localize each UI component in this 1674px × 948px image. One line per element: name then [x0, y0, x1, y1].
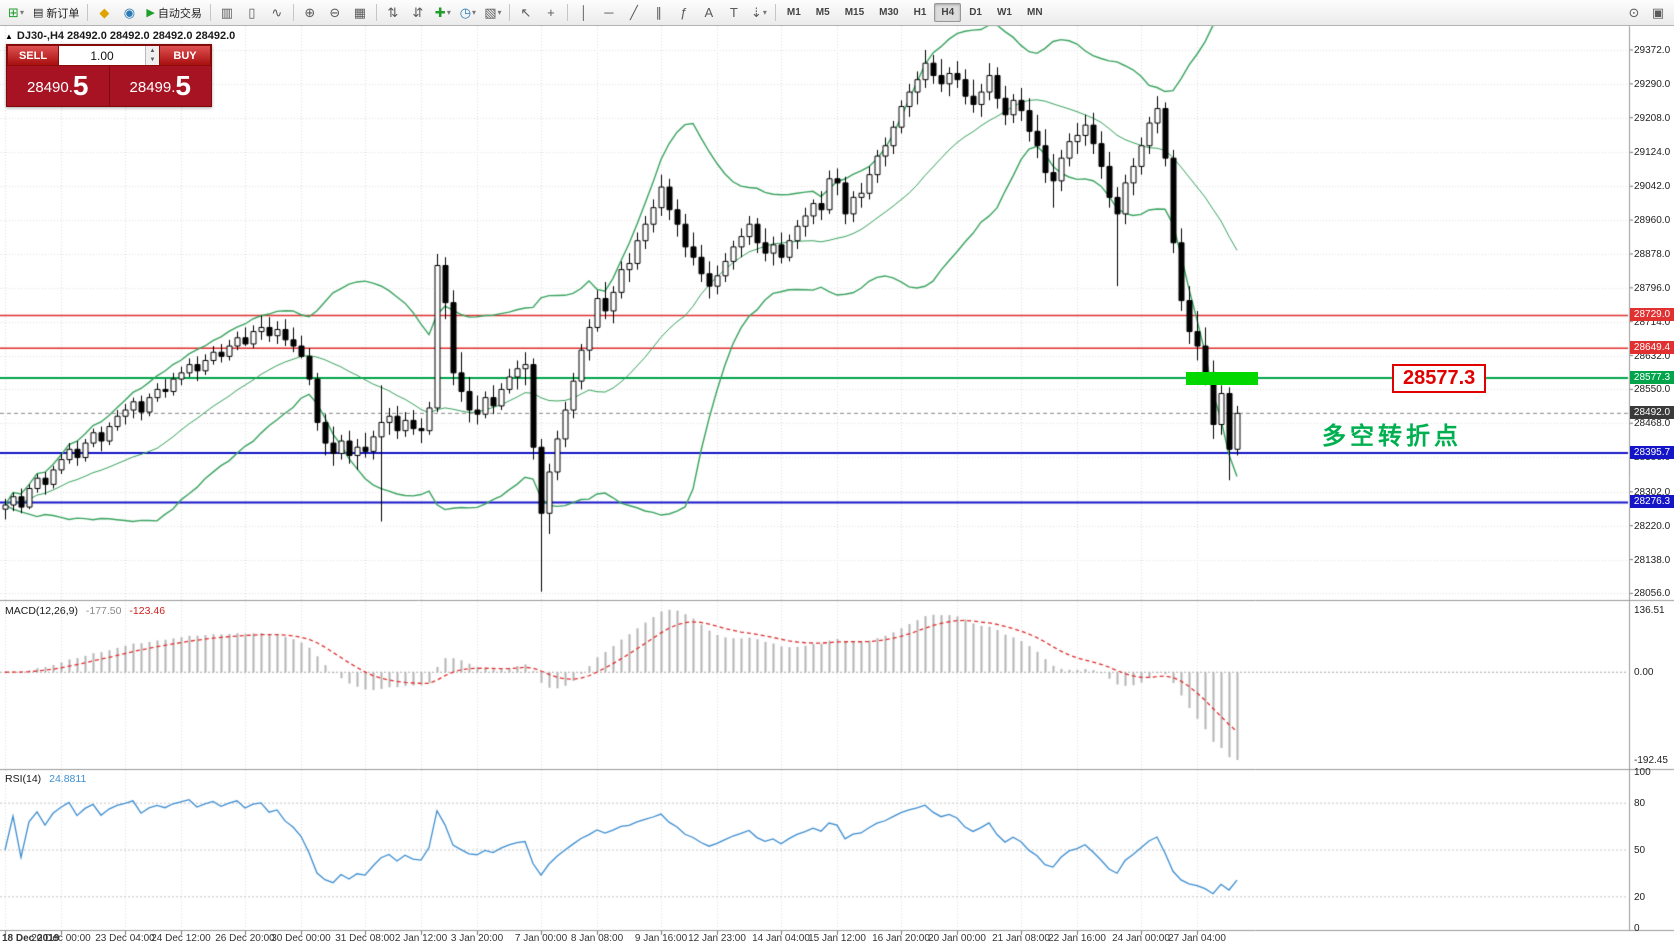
candlestick-chart-icon[interactable]: ▯ — [248, 4, 256, 20]
chart-shift-icon[interactable]: ▣ — [1651, 4, 1665, 20]
indicators-icon[interactable]: ✚ ▾ — [434, 4, 451, 20]
sell-price-button[interactable]: 28490. 5 — [7, 66, 110, 106]
templates-icon[interactable]: ▧ ▾ — [484, 4, 502, 20]
tab-m15[interactable]: M15 — [844, 7, 865, 18]
price-callout-label[interactable]: 28577.3 — [1392, 364, 1487, 393]
mql5-market-icon[interactable]: ◆ — [99, 4, 110, 20]
new-order-button[interactable]: ▤ 新订单 — [33, 7, 80, 20]
fibonacci-icon[interactable]: ƒ — [680, 5, 688, 20]
symbol-ohlc-header: ▲ DJ30-,H4 28492.0 28492.0 28492.0 28492… — [5, 30, 235, 42]
buy-button[interactable]: BUY — [159, 45, 211, 66]
symbol-ohlc-text: DJ30-,H4 28492.0 28492.0 28492.0 28492.0 — [16, 30, 236, 42]
volume-down-icon[interactable]: ▼ — [146, 55, 159, 65]
periods-icon[interactable]: ◷ ▾ — [459, 4, 477, 20]
auto-trading-button[interactable]: ▶ 自动交易 — [146, 7, 202, 20]
buy-price-big-digit: 5 — [175, 70, 191, 101]
tab-m1[interactable]: M1 — [786, 7, 801, 18]
collapse-arrow-icon[interactable]: ▲ — [5, 31, 13, 41]
macd-header: MACD(12,26,9) -177.50 -123.46 — [5, 605, 165, 617]
rsi-value: 24.8811 — [49, 773, 87, 785]
tab-d1[interactable]: D1 — [969, 7, 982, 18]
trendline-icon[interactable]: ╱ — [629, 4, 638, 20]
macd-label: MACD(12,26,9) — [5, 605, 78, 617]
sell-price-main: 28490. — [27, 79, 73, 96]
arrange-up-icon[interactable]: ⇅ — [387, 4, 399, 20]
horizontal-line-icon[interactable]: ─ — [604, 5, 614, 20]
highlight-box-annotation[interactable] — [1186, 372, 1258, 385]
label-tool-button[interactable]: T — [729, 5, 738, 20]
tab-m5[interactable]: M5 — [815, 7, 830, 18]
one-click-trading-panel: SELL ▲ ▼ BUY 28490.5 28499.5 — [6, 44, 212, 107]
volume-input[interactable] — [59, 46, 145, 65]
buy-price-main: 28499. — [129, 79, 176, 96]
tile-windows-icon[interactable]: ▦ — [353, 4, 367, 20]
zoom-out-icon[interactable]: ⊖ — [329, 4, 341, 20]
crosshair-icon[interactable]: + — [547, 5, 555, 20]
vertical-line-icon[interactable]: │ — [579, 5, 588, 20]
sell-price-big-digit: 5 — [72, 70, 89, 101]
new-chart-icon[interactable]: ⊞ ▾ — [8, 4, 24, 20]
buy-price-button[interactable]: 28499. 5 — [109, 66, 211, 106]
channel-icon[interactable]: ∥ — [655, 4, 663, 20]
tab-h4[interactable]: H4 — [934, 3, 962, 22]
tab-h1[interactable]: H1 — [913, 7, 927, 18]
play-icon: ▶ — [146, 7, 155, 19]
search-icon[interactable]: ⊙ — [1628, 4, 1640, 20]
cursor-icon[interactable]: ↖ — [520, 4, 532, 20]
main-toolbar: ⊞ ▾ ▤ 新订单 ◆ ◉ ▶ 自动交易 ▥ ▯ ∿ ⊕ ⊖ ▦ ⇅ ⇵ ✚ ▾ ◷ ▾ … — [0, 0, 1674, 26]
rsi-label: RSI(14) — [5, 773, 42, 785]
sell-button[interactable]: SELL — [7, 45, 59, 66]
tab-m30[interactable]: M30 — [879, 7, 899, 18]
line-chart-icon[interactable]: ∿ — [271, 4, 283, 20]
bar-chart-icon[interactable]: ▥ — [220, 4, 234, 20]
volume-stepper[interactable]: ▲ ▼ — [59, 45, 159, 66]
macd-signal-value: -123.46 — [129, 605, 166, 617]
rsi-header: RSI(14) 24.8811 — [5, 773, 86, 785]
tab-w1[interactable]: W1 — [996, 7, 1012, 18]
zoom-in-icon[interactable]: ⊕ — [304, 4, 316, 20]
new-order-icon: ▤ — [33, 7, 44, 19]
arrows-tool-icon[interactable]: ⇣ ▾ — [750, 4, 767, 20]
macd-main-value: -177.50 — [85, 605, 122, 617]
arrange-down-icon[interactable]: ⇵ — [412, 4, 424, 20]
turning-point-annotation[interactable]: 多空转折点 — [1322, 423, 1462, 450]
volume-up-icon[interactable]: ▲ — [146, 46, 159, 56]
text-tool-button[interactable]: A — [704, 5, 714, 20]
tab-mn[interactable]: MN — [1026, 7, 1043, 18]
community-icon[interactable]: ◉ — [123, 4, 136, 20]
